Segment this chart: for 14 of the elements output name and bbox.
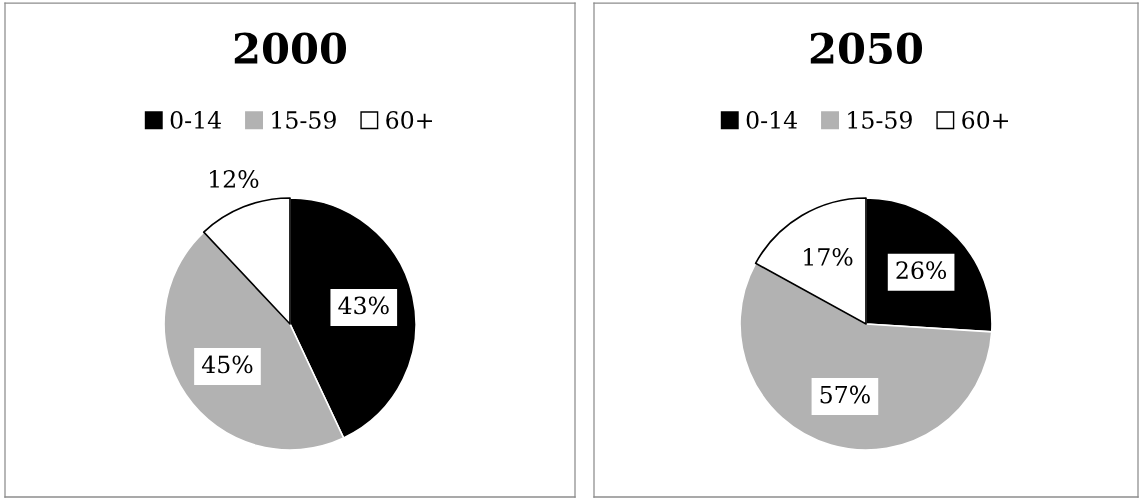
- data-label: 57%: [820, 385, 870, 404]
- data-label: 26%: [896, 261, 947, 280]
- data-label: 43%: [338, 296, 389, 315]
- legend-label: 15-59: [272, 110, 336, 129]
- chart-title: 2000: [234, 32, 347, 65]
- chart-title: 2050: [810, 32, 923, 65]
- data-label: 12%: [210, 170, 259, 188]
- legend-label: 60+: [386, 110, 432, 129]
- data-label: 45%: [201, 355, 253, 374]
- data-label: 17%: [804, 247, 853, 266]
- legend-label: 0-14: [170, 110, 221, 129]
- legend-label: 60+: [962, 110, 1008, 129]
- legend-label: 15-59: [848, 110, 912, 129]
- legend-label: 0-14: [746, 110, 797, 129]
